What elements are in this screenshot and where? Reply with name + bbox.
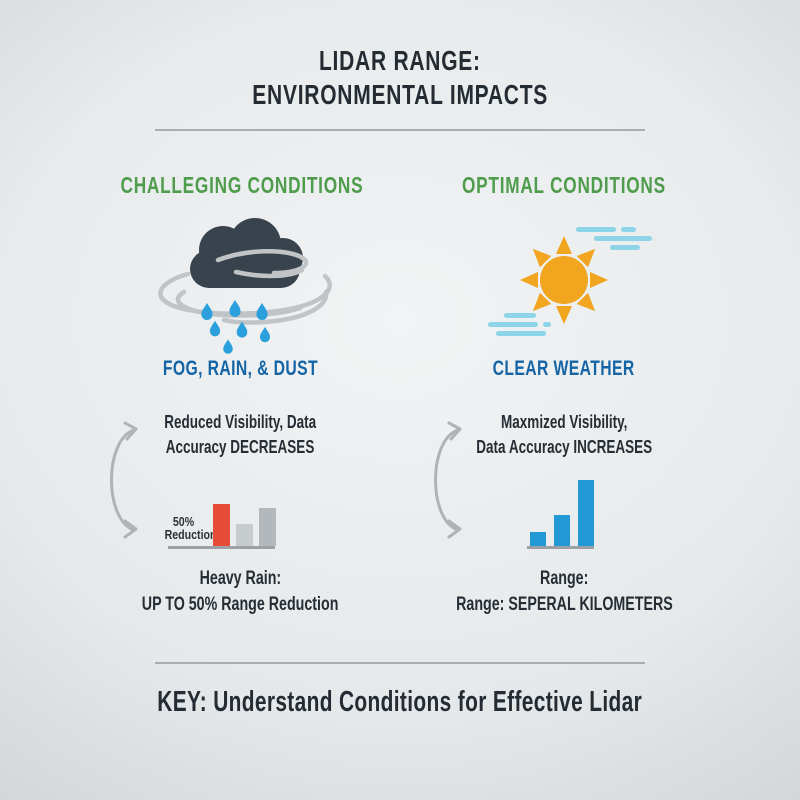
right-caption-line-1: Range:	[539, 568, 589, 589]
left-caption-line-1: Heavy Rain:	[199, 568, 281, 589]
challenging-range-reduction-bar-3	[259, 508, 276, 546]
right-curved-arrow-icon	[434, 421, 462, 539]
challenging-range-reduction-bar-1	[213, 504, 230, 546]
bottom-divider	[155, 662, 645, 664]
right-caption: Range: Range: SEPERAL KILOMETERS	[394, 566, 734, 618]
top-divider	[155, 129, 645, 131]
challenging-range-reduction-bar-2	[236, 524, 253, 546]
left-column-heading: CHALLEGING CONDITIONS	[120, 172, 364, 198]
left-caption-line-2: UP TO 50% Range Reduction	[141, 594, 339, 615]
raindrops	[201, 300, 271, 354]
reduction-annotation: 50% Reduction	[160, 515, 217, 542]
wind-lines-top	[576, 227, 652, 250]
range-bars	[530, 480, 594, 546]
wind-lines-bottom	[488, 313, 551, 336]
optimal-range-growth-bar-3	[578, 480, 594, 546]
left-curved-arrow-icon	[110, 421, 138, 539]
sun-rays	[520, 236, 608, 324]
optimal-range-growth-bar-1	[530, 532, 546, 546]
range-bar-chart	[520, 479, 605, 549]
right-effect-text: Maxmized Visibility, Data Accuracy INCRE…	[404, 410, 724, 460]
optimal-range-growth-bar-2	[554, 515, 570, 546]
page-title-line-2: ENVIRONMENTAL IMPACTS	[252, 79, 548, 110]
sun-icon	[488, 227, 652, 336]
reduction-annotation-line-1: 50%	[173, 515, 195, 529]
right-weather-label: CLEAR WEATHER	[493, 357, 635, 380]
left-caption: Heavy Rain: UP TO 50% Range Reduction	[70, 566, 410, 618]
right-caption-line-2: Range: SEPERAL KILOMETERS	[455, 594, 673, 615]
key-text: KEY: Understand Conditions for Effective…	[157, 686, 643, 718]
left-effect-line-1: Reduced Visibility, Data	[164, 412, 316, 432]
reduction-annotation-line-2: Reduction	[164, 528, 217, 542]
left-effect-line-2: Accuracy DECREASES	[165, 437, 315, 457]
page-title: LIDAR RANGE: ENVIRONMENTAL IMPACTS	[0, 44, 800, 112]
left-effect-text: Reduced Visibility, Data Accuracy DECREA…	[80, 410, 400, 460]
left-weather-label: FOG, RAIN, & DUST	[162, 357, 318, 380]
page-title-line-1: LIDAR RANGE:	[319, 45, 481, 76]
reduction-bar-chart: 50% Reduction	[160, 500, 280, 549]
sun-core	[540, 256, 588, 304]
right-effect-line-2: Data Accuracy INCREASES	[476, 437, 652, 457]
reduction-chart-baseline	[168, 546, 275, 549]
storm-cloud-rain-icon	[158, 218, 332, 354]
right-column-heading: OPTIMAL CONDITIONS	[462, 172, 666, 198]
range-chart-baseline	[527, 546, 594, 549]
right-effect-line-1: Maxmized Visibility,	[500, 412, 628, 432]
reduction-bars	[213, 504, 276, 546]
